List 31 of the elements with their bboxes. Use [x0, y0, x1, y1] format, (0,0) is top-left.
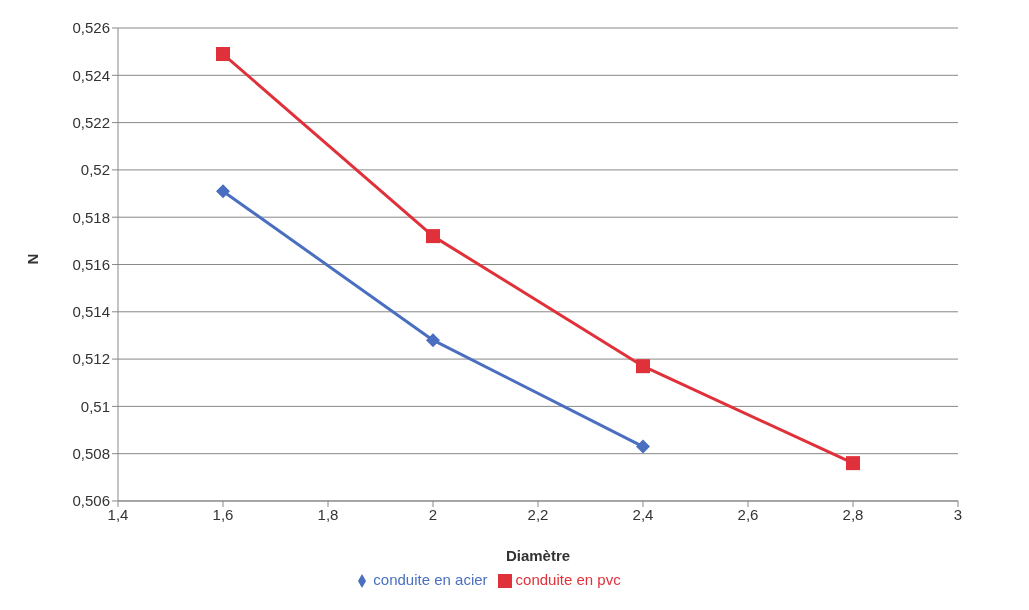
x-tick-label: 2,4	[632, 505, 654, 523]
y-tick-label: 0,522	[72, 113, 110, 131]
y-tick-label: 0,508	[72, 445, 110, 462]
point	[636, 359, 650, 374]
x-tick-label: 1,6	[212, 505, 234, 523]
x-tick-label: 3	[953, 505, 963, 523]
y-tick-label: 0,516	[72, 255, 110, 273]
y-tick-label: 0,512	[72, 350, 110, 368]
y-tick-label: 0,52	[80, 161, 110, 179]
y-tick-label: 0,526	[72, 19, 110, 37]
x-tick-label: 1,8	[317, 505, 339, 523]
x-tick-label: 2,8	[842, 505, 864, 523]
y-axis-title: N	[24, 253, 42, 265]
x-tick-label: 2	[428, 505, 438, 523]
point	[426, 229, 440, 244]
y-tick-label: 0,518	[72, 208, 110, 226]
x-tick-label: 1,4	[107, 505, 129, 523]
x-tick-label: 2,2	[527, 505, 549, 523]
y-tick-label: 0,506	[72, 492, 110, 510]
point	[636, 439, 650, 454]
point	[216, 47, 230, 62]
point	[426, 333, 440, 348]
legend-label: conduite en acier	[373, 570, 488, 588]
point	[846, 456, 860, 471]
point	[216, 184, 230, 199]
y-tick-label: 0,514	[72, 303, 110, 321]
x-tick-label: 2,6	[737, 505, 759, 523]
legend-label: conduite en pvc	[515, 570, 621, 588]
y-tick-label: 0,524	[72, 66, 110, 84]
y-tick-label: 0,51	[80, 397, 110, 415]
x-axis-title: Diamètre	[505, 546, 571, 564]
